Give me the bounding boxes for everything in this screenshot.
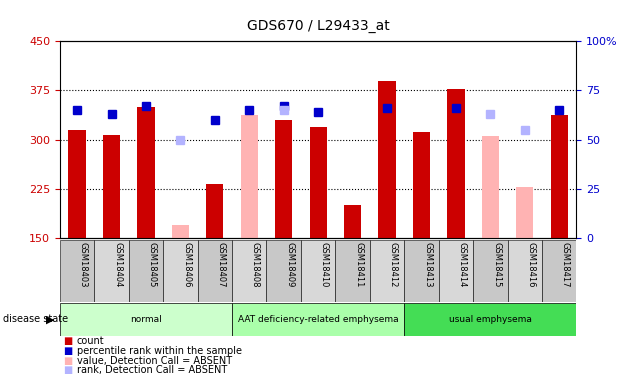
FancyBboxPatch shape	[60, 240, 94, 302]
Bar	[379, 81, 396, 238]
Text: GSM18417: GSM18417	[561, 242, 570, 287]
Text: AAT deficiency-related emphysema: AAT deficiency-related emphysema	[238, 315, 398, 324]
FancyBboxPatch shape	[542, 240, 576, 302]
FancyBboxPatch shape	[163, 240, 198, 302]
FancyBboxPatch shape	[198, 240, 232, 302]
Text: GSM18413: GSM18413	[423, 242, 432, 287]
Bar	[447, 88, 464, 238]
FancyBboxPatch shape	[508, 240, 542, 302]
FancyBboxPatch shape	[301, 240, 335, 302]
Text: normal: normal	[130, 315, 162, 324]
Bar	[137, 107, 154, 238]
Text: GSM18409: GSM18409	[285, 242, 294, 287]
FancyBboxPatch shape	[473, 240, 508, 302]
Bar	[60, 303, 232, 336]
Text: GSM18411: GSM18411	[354, 242, 364, 287]
Text: GSM18415: GSM18415	[492, 242, 501, 287]
FancyBboxPatch shape	[94, 240, 129, 302]
Text: ■: ■	[63, 346, 72, 356]
Text: GSM18406: GSM18406	[182, 242, 191, 287]
Bar	[413, 132, 430, 238]
Text: ▶: ▶	[47, 315, 55, 324]
Text: GSM18407: GSM18407	[217, 242, 226, 287]
Text: ■: ■	[63, 356, 72, 366]
Bar	[275, 120, 292, 238]
Text: GSM18414: GSM18414	[457, 242, 467, 287]
Bar	[103, 135, 120, 238]
Bar	[551, 115, 568, 238]
Bar	[172, 225, 189, 238]
FancyBboxPatch shape	[129, 240, 163, 302]
Bar	[344, 206, 361, 238]
Text: disease state: disease state	[3, 315, 68, 324]
Text: GDS670 / L29433_at: GDS670 / L29433_at	[247, 19, 389, 33]
Text: GSM18412: GSM18412	[389, 242, 398, 287]
Text: value, Detection Call = ABSENT: value, Detection Call = ABSENT	[77, 356, 232, 366]
Bar	[309, 127, 327, 238]
Text: GSM18410: GSM18410	[320, 242, 329, 287]
Text: percentile rank within the sample: percentile rank within the sample	[77, 346, 242, 356]
Bar	[482, 136, 499, 238]
Text: GSM18416: GSM18416	[527, 242, 536, 287]
Bar	[232, 303, 404, 336]
Text: GSM18404: GSM18404	[113, 242, 122, 287]
Text: ■: ■	[63, 336, 72, 346]
Text: GSM18408: GSM18408	[251, 242, 260, 287]
Bar	[69, 130, 86, 238]
Bar	[241, 120, 258, 238]
Text: GSM18403: GSM18403	[79, 242, 88, 287]
Text: count: count	[77, 336, 105, 346]
Text: GSM18405: GSM18405	[147, 242, 157, 287]
FancyBboxPatch shape	[266, 240, 301, 302]
Bar	[516, 187, 534, 238]
FancyBboxPatch shape	[232, 240, 266, 302]
Bar	[404, 303, 576, 336]
Bar	[241, 115, 258, 238]
Text: ■: ■	[63, 366, 72, 375]
Text: usual emphysema: usual emphysema	[449, 315, 532, 324]
FancyBboxPatch shape	[370, 240, 404, 302]
FancyBboxPatch shape	[438, 240, 473, 302]
FancyBboxPatch shape	[335, 240, 370, 302]
Text: rank, Detection Call = ABSENT: rank, Detection Call = ABSENT	[77, 366, 227, 375]
Bar	[206, 184, 224, 238]
FancyBboxPatch shape	[404, 240, 438, 302]
